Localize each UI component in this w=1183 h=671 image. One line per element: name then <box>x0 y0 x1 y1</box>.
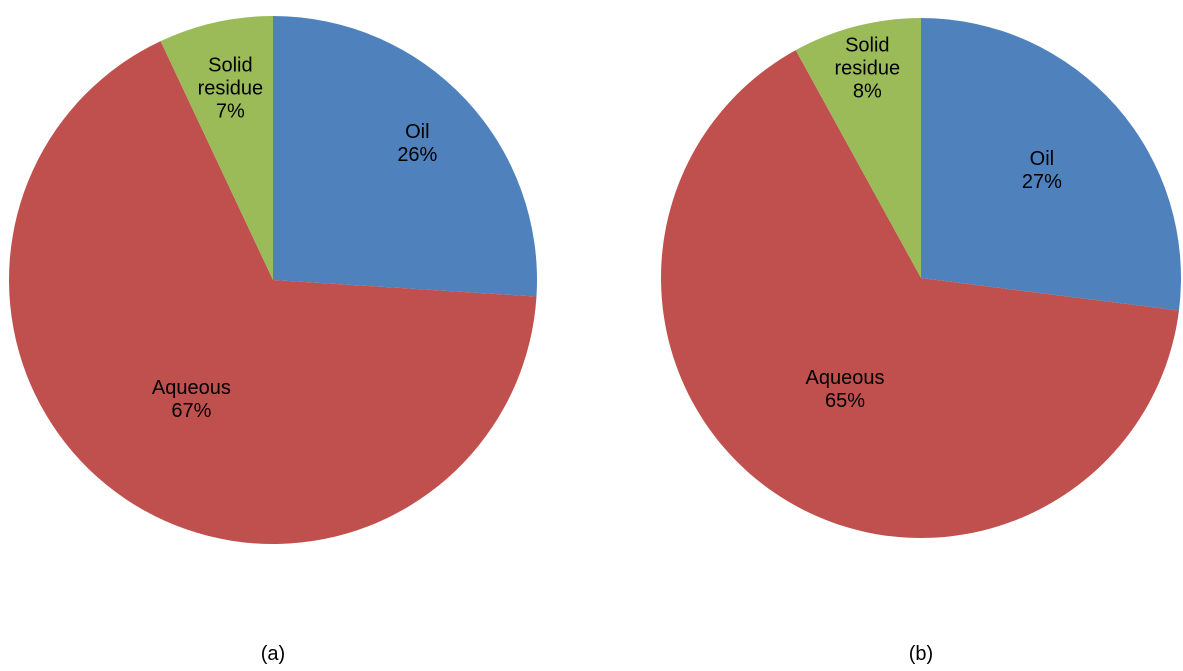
chart-caption: (a) <box>260 643 286 665</box>
slice-name: Aqueous <box>151 377 231 400</box>
data-label: Aqueous 67% <box>146 377 236 423</box>
chart-caption: (b) <box>908 643 934 665</box>
slice-value: 67% <box>171 400 212 423</box>
slice-value: 27% <box>1021 171 1062 194</box>
slice-name: Solid residue <box>834 34 901 80</box>
pie-slice <box>160 16 273 280</box>
pie-slice <box>795 18 921 278</box>
slice-value: 65% <box>824 389 866 412</box>
data-label: Solid residue 8% <box>822 34 912 103</box>
pie-slice <box>661 50 1179 538</box>
pie-slice <box>921 18 1181 311</box>
data-label: Oil 27% <box>997 148 1087 194</box>
slice-name: Oil <box>1029 148 1055 171</box>
slice-name: Solid residue <box>197 54 264 100</box>
data-label: Oil 26% <box>372 121 462 167</box>
pie-slice <box>273 16 538 297</box>
data-label: Aqueous 65% <box>800 367 890 413</box>
slice-value: 26% <box>397 144 438 167</box>
slice-name: Oil <box>405 121 430 144</box>
pie-slice <box>9 41 537 544</box>
slice-value: 7% <box>215 100 245 123</box>
slice-value: 8% <box>852 80 882 103</box>
data-label: Solid residue 7% <box>185 55 275 124</box>
slice-name: Aqueous <box>805 366 885 389</box>
